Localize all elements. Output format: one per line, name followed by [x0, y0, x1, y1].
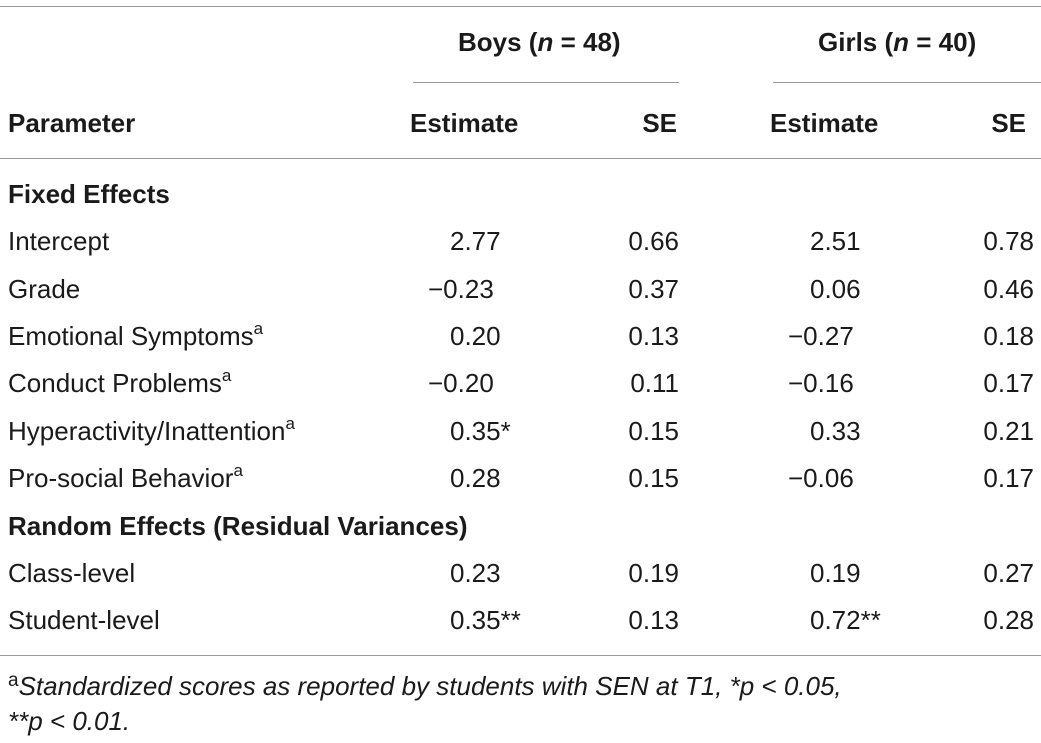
girls-estimate-cell: −0.16: [788, 368, 854, 398]
boys-estimate-cell: −0.20: [428, 368, 494, 398]
row-label: Student-level: [8, 605, 160, 635]
boys-se-cell: 0.13: [628, 321, 679, 351]
boys-estimate-cell: 0.35*: [450, 416, 511, 446]
row-label: Hyperactivity/Inattentiona: [8, 414, 295, 446]
girls-estimate-cell: 0.33: [810, 416, 861, 446]
girls-group-header: Girls (n = 40): [818, 27, 977, 57]
girls-se-cell: 0.78: [983, 226, 1034, 256]
girls-estimate-cell: 0.72**: [810, 605, 881, 635]
section-title-fixed-effects: Fixed Effects: [8, 179, 170, 209]
boys-se-cell: 0.11: [630, 368, 679, 398]
girls-estimate-cell: 0.06: [810, 274, 861, 304]
girls-estimate-column-header: Estimate: [770, 108, 879, 138]
boys-estimate-column-header: Estimate: [410, 108, 519, 138]
boys-group-rule: [413, 82, 679, 83]
girls-se-cell: 0.17: [983, 463, 1034, 493]
row-label: Intercept: [8, 226, 110, 256]
parameter-column-header: Parameter: [8, 108, 136, 138]
boys-estimate-cell: 0.20: [450, 321, 501, 351]
boys-se-cell: 0.13: [628, 605, 679, 635]
row-label: Emotional Symptomsa: [8, 319, 264, 351]
boys-estimate-cell: 2.77: [450, 226, 501, 256]
footnote-line-2: **p < 0.01.: [8, 706, 131, 736]
girls-se-cell: 0.46: [983, 274, 1034, 304]
section-title-random-effects: Random Effects (Residual Variances): [8, 511, 468, 541]
row-label: Grade: [8, 274, 81, 304]
boys-se-cell: 0.37: [628, 274, 679, 304]
girls-estimate-cell: 2.51: [810, 226, 861, 256]
table-bottom-rule: [0, 655, 1041, 656]
boys-estimate-cell: 0.23: [450, 558, 501, 588]
boys-se-cell: 0.19: [628, 558, 679, 588]
girls-se-cell: 0.27: [983, 558, 1034, 588]
girls-se-cell: 0.28: [983, 605, 1034, 635]
boys-estimate-cell: −0.23: [428, 274, 494, 304]
boys-group-header: Boys (n = 48): [458, 27, 621, 57]
table-footnote: aStandardized scores as reported by stud…: [8, 669, 1033, 707]
boys-se-cell: 0.15: [628, 416, 679, 446]
girls-se-cell: 0.18: [983, 321, 1034, 351]
girls-se-cell: 0.21: [983, 416, 1034, 446]
girls-estimate-cell: −0.06: [788, 463, 854, 493]
boys-se-cell: 0.15: [628, 463, 679, 493]
girls-se-cell: 0.17: [983, 368, 1034, 398]
boys-se-cell: 0.66: [628, 226, 679, 256]
boys-estimate-cell: 0.35**: [450, 605, 521, 635]
girls-estimate-cell: −0.27: [788, 321, 854, 351]
header-bottom-rule: [0, 158, 1041, 159]
row-label: Pro-social Behaviora: [8, 461, 243, 493]
girls-se-column-header: SE: [991, 108, 1026, 138]
boys-estimate-cell: 0.28: [450, 463, 501, 493]
table-top-rule: [0, 6, 1041, 7]
footnote-line-1: Standardized scores as reported by stude…: [18, 671, 842, 701]
row-label: Conduct Problemsa: [8, 366, 232, 398]
boys-se-column-header: SE: [642, 108, 677, 138]
girls-estimate-cell: 0.19: [810, 558, 861, 588]
footnote-marker: a: [8, 670, 19, 691]
girls-group-rule: [773, 82, 1041, 83]
row-label: Class-level: [8, 558, 136, 588]
